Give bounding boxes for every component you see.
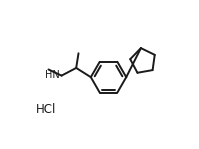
Text: HN: HN [45,70,59,80]
Text: HCl: HCl [36,103,57,116]
